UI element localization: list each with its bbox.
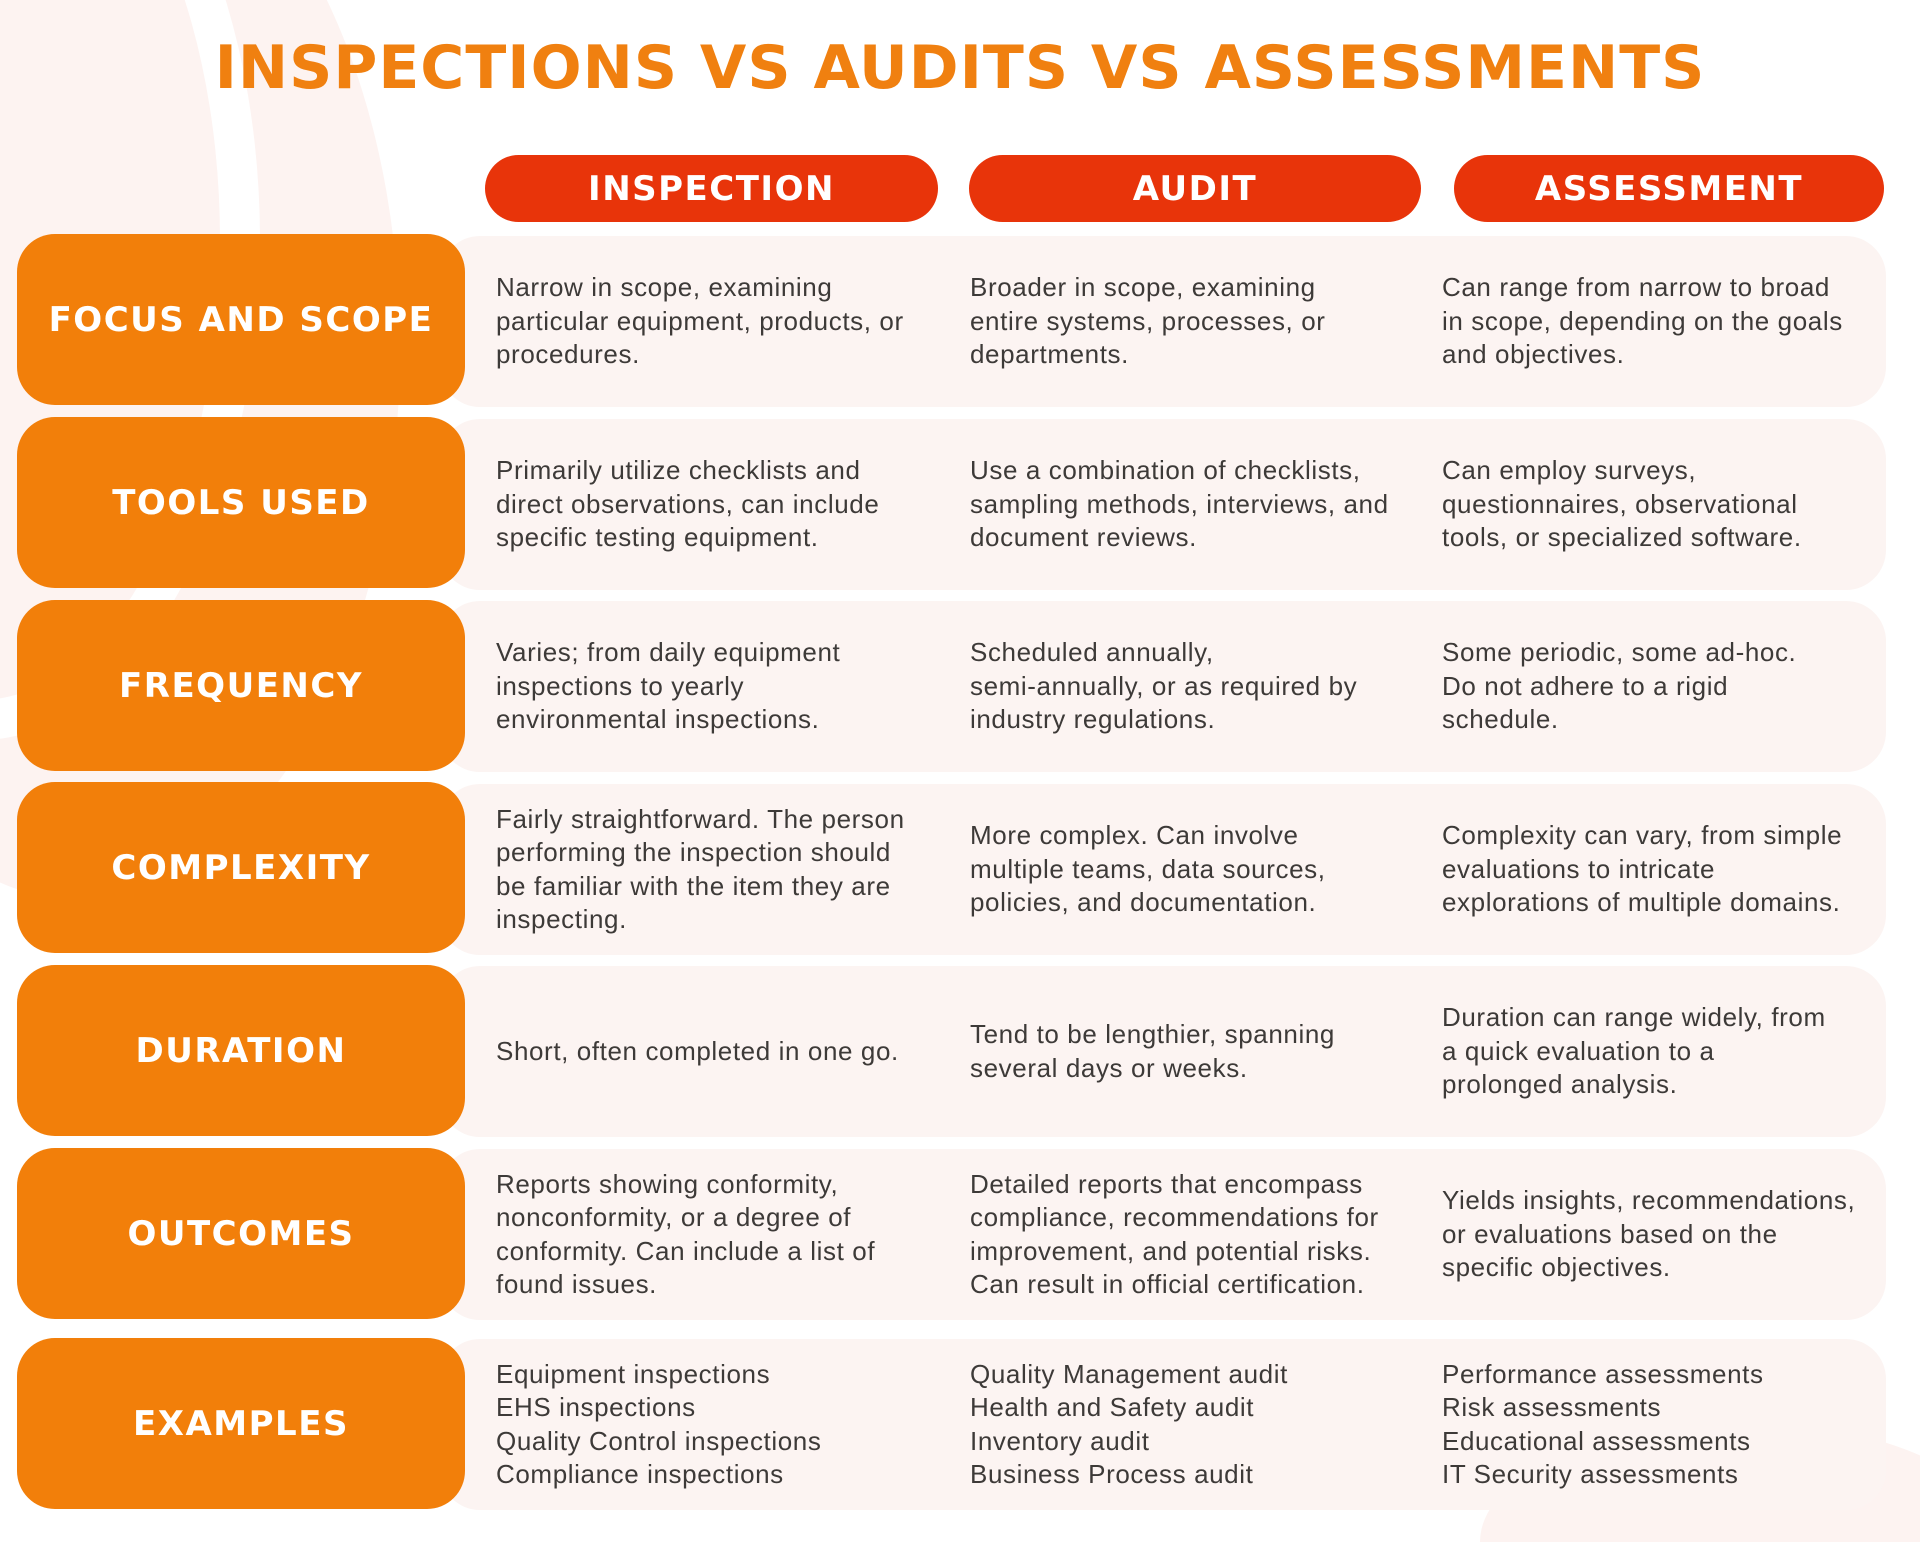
cell-text: Can employ surveys, questionnaires, obse…: [1442, 455, 1802, 553]
cell-assessment: Duration can range widely, from a quick …: [1442, 966, 1882, 1137]
cell-text: Reports showing conformity, nonconformit…: [496, 1168, 876, 1300]
cell-inspection: Short, often completed in one go.: [496, 966, 936, 1137]
table-row-complexity: [440, 784, 1886, 955]
row-label-frequency: FREQUENCY: [17, 600, 465, 771]
cell-text: Scheduled annually, semi-annually, or as…: [970, 637, 1358, 735]
cell-text: Broader in scope, examining entire syste…: [970, 272, 1326, 370]
row-label-outcomes: OUTCOMES: [17, 1148, 465, 1319]
table-row-outcomes: [440, 1149, 1886, 1320]
cell-assessment: Yields insights, recommendations, or eva…: [1442, 1149, 1882, 1320]
cell-text: Some periodic, some ad-hoc. Do not adher…: [1442, 637, 1797, 735]
cell-audit: Detailed reports that encompass complian…: [970, 1149, 1410, 1320]
column-header-assessment: ASSESSMENT: [1454, 155, 1884, 222]
table-row-tools-used: [440, 419, 1886, 590]
cell-text: Equipment inspections EHS inspections Qu…: [496, 1358, 822, 1490]
cell-audit: Broader in scope, examining entire syste…: [970, 236, 1410, 407]
row-label-focus-and-scope: FOCUS AND SCOPE: [17, 234, 465, 405]
cell-text: Primarily utilize checklists and direct …: [496, 455, 880, 553]
cell-text: Yields insights, recommendations, or eva…: [1442, 1185, 1856, 1283]
row-label-complexity: COMPLEXITY: [17, 782, 465, 953]
column-header-inspection: INSPECTION: [485, 155, 938, 222]
cell-assessment: Complexity can vary, from simple evaluat…: [1442, 784, 1882, 955]
table-row-examples: [440, 1339, 1886, 1510]
cell-assessment: Can range from narrow to broad in scope,…: [1442, 236, 1882, 407]
cell-inspection: Primarily utilize checklists and direct …: [496, 419, 936, 590]
cell-assessment: Can employ surveys, questionnaires, obse…: [1442, 419, 1882, 590]
row-label-tools-used: TOOLS USED: [17, 417, 465, 588]
cell-text: Use a combination of checklists, samplin…: [970, 455, 1389, 553]
table-row-focus-and-scope: [440, 236, 1886, 407]
cell-text: Detailed reports that encompass complian…: [970, 1168, 1379, 1300]
cell-text: More complex. Can involve multiple teams…: [970, 820, 1326, 918]
cell-text: Tend to be lengthier, spanning several d…: [970, 1019, 1335, 1083]
cell-assessment: Some periodic, some ad-hoc. Do not adher…: [1442, 601, 1882, 772]
cell-text: Complexity can vary, from simple evaluat…: [1442, 820, 1843, 918]
row-label-duration: DURATION: [17, 965, 465, 1136]
cell-inspection: Equipment inspections EHS inspections Qu…: [496, 1339, 936, 1510]
cell-text: Performance assessments Risk assessments…: [1442, 1358, 1764, 1490]
cell-audit: Scheduled annually, semi-annually, or as…: [970, 601, 1410, 772]
cell-text: Narrow in scope, examining particular eq…: [496, 272, 904, 370]
cell-audit: Use a combination of checklists, samplin…: [970, 419, 1410, 590]
cell-text: Varies; from daily equipment inspections…: [496, 637, 841, 735]
cell-inspection: Varies; from daily equipment inspections…: [496, 601, 936, 772]
table-row-frequency: [440, 601, 1886, 772]
row-label-examples: EXAMPLES: [17, 1338, 465, 1509]
cell-inspection: Narrow in scope, examining particular eq…: [496, 236, 936, 407]
cell-audit: Tend to be lengthier, spanning several d…: [970, 966, 1410, 1137]
cell-text: Duration can range widely, from a quick …: [1442, 1002, 1826, 1100]
table-row-duration: [440, 966, 1886, 1137]
cell-text: Can range from narrow to broad in scope,…: [1442, 272, 1843, 370]
cell-audit: Quality Management audit Health and Safe…: [970, 1339, 1410, 1510]
cell-inspection: Reports showing conformity, nonconformit…: [496, 1149, 936, 1320]
cell-inspection: Fairly straightforward. The person perfo…: [496, 784, 936, 955]
cell-text: Short, often completed in one go.: [496, 1035, 899, 1066]
cell-text: Quality Management audit Health and Safe…: [970, 1358, 1288, 1490]
cell-text: Fairly straightforward. The person perfo…: [496, 803, 905, 935]
column-header-audit: AUDIT: [969, 155, 1421, 222]
cell-audit: More complex. Can involve multiple teams…: [970, 784, 1410, 955]
cell-assessment: Performance assessments Risk assessments…: [1442, 1339, 1882, 1510]
page-title: INSPECTIONS VS AUDITS VS ASSESSMENTS: [214, 33, 1706, 103]
